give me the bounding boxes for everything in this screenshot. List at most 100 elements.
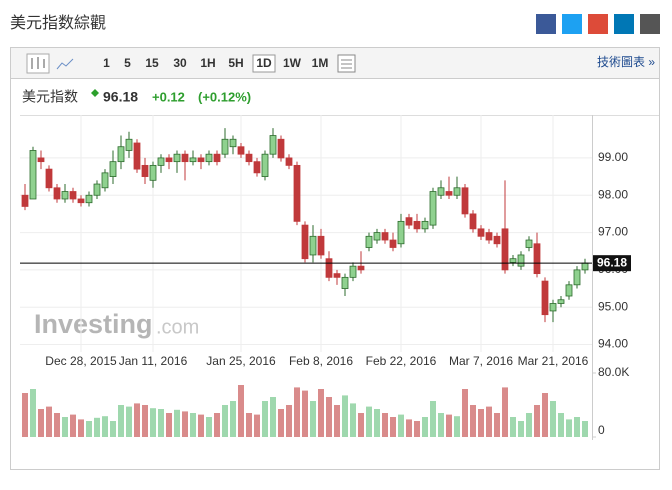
candle-body [445,191,453,196]
volume-bar [342,395,348,437]
interval-button[interactable]: 1M [312,56,329,70]
watermark-suffix: .com [156,316,199,338]
volume-bar [30,389,36,437]
candle-body [21,194,29,207]
y-tick-label: 99.00 [598,150,628,164]
widget-frame [10,47,660,470]
candle-body [501,228,509,271]
volume-bar [94,417,100,437]
last-price-box [593,255,631,272]
interval-button[interactable]: 1H [200,56,215,70]
candle-body [213,153,221,163]
candle-body [149,164,157,181]
volume-bar [454,416,460,437]
interval-button[interactable]: 1D [256,56,272,70]
candle-body [357,265,365,271]
volume-bar [158,409,164,437]
volume-bar [582,421,588,437]
volume-bar [574,417,580,437]
candle-body [157,157,165,166]
volume-bar [294,387,300,437]
volume-bar [366,406,372,437]
candle-body [277,138,285,159]
volume-bar [286,405,292,437]
candle-body [109,161,117,177]
candle-body [573,269,581,286]
interval-button[interactable]: 5 [124,56,131,70]
volume-bar [278,409,284,437]
volume-bar [566,419,572,437]
volume-bar [422,417,428,437]
volume-bar [494,413,500,437]
volume-bar [62,417,68,437]
candle-body [205,153,213,163]
candle-body [477,228,485,237]
volume-bar [54,413,60,437]
volume-bar [478,409,484,437]
candle-body [173,153,181,163]
volume-bar [518,421,524,437]
candle-body [181,153,189,163]
volume-bar [134,403,140,437]
candle-body [341,276,349,289]
candle-body [549,303,557,312]
candle-icon [31,57,45,69]
table-icon [341,59,352,69]
volume-bar [350,403,356,437]
x-tick-label: Jan 25, 2016 [206,354,276,368]
candle-body [165,157,173,163]
candle-body [437,187,445,196]
candle-body [509,258,517,263]
volume-tick-label: 0 [598,423,605,437]
candle-body [229,138,237,148]
volume-bar [86,421,92,437]
change: +0.12 [152,89,185,104]
candle-body [269,135,277,155]
candle-body [101,172,109,189]
candle-body [253,161,261,174]
active-button [252,54,276,73]
candle-body [421,220,429,230]
volume-bar [118,405,124,437]
candle-body [333,273,341,278]
candle-body [485,232,493,241]
volume-bar [558,413,564,437]
candle-body [373,232,381,241]
volume-bar [462,389,468,437]
y-tick-label: 98.00 [598,187,628,201]
volume-bar [374,409,380,437]
line-mode-button[interactable] [56,58,74,70]
candle-body [141,164,149,177]
candle-body [85,194,93,204]
interval-button[interactable]: 30 [173,56,187,70]
interval-button[interactable]: 1W [283,56,302,70]
interval-button[interactable]: 1 [103,56,110,70]
volume-bar [46,406,52,437]
candle-body [309,235,317,256]
volume-bar [542,393,548,437]
volume-bar [238,385,244,437]
twitter-icon[interactable] [562,14,582,34]
volume-bar [326,397,332,437]
volume-bar [230,401,236,437]
linkedin-icon[interactable] [614,14,634,34]
last-price-label: 96.18 [597,255,627,269]
volume-bar [390,417,396,437]
candle-body [117,146,125,163]
tech-chart-link[interactable]: 技術圖表 » [597,55,655,69]
interval-button[interactable]: 15 [145,56,159,70]
x-tick-label: Jan 11, 2016 [119,354,188,368]
candle-body [197,157,205,163]
candle-body [381,232,389,241]
candle-body [541,280,549,316]
toolbar [11,48,659,78]
candle-body [517,254,525,267]
gplus-icon[interactable] [588,14,608,34]
candle-body [397,220,405,245]
mail-icon[interactable] [640,14,660,34]
candle-body [429,191,437,226]
facebook-icon[interactable] [536,14,556,34]
interval-button[interactable]: 5H [228,56,243,70]
candle-body [469,213,477,230]
